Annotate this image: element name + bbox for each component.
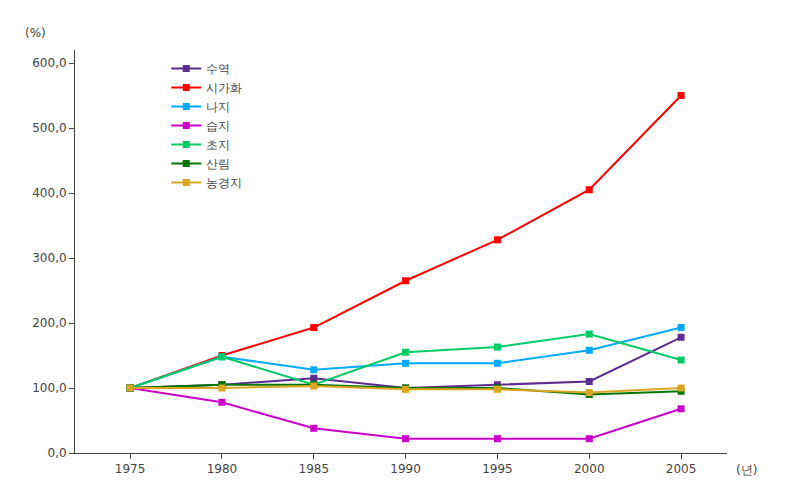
svg-text:200,0: 200,0 bbox=[32, 316, 66, 330]
svg-text:초지: 초지 bbox=[206, 138, 230, 152]
svg-text:나지: 나지 bbox=[206, 100, 230, 114]
svg-text:1980: 1980 bbox=[207, 462, 238, 476]
svg-text:시가화: 시가화 bbox=[206, 81, 242, 95]
svg-text:2005: 2005 bbox=[666, 462, 697, 476]
svg-text:1995: 1995 bbox=[482, 462, 513, 476]
svg-text:100,0: 100,0 bbox=[32, 381, 66, 395]
svg-text:수역: 수역 bbox=[206, 62, 230, 76]
svg-text:습지: 습지 bbox=[206, 119, 230, 133]
svg-text:500,0: 500,0 bbox=[32, 121, 66, 135]
svg-text:1990: 1990 bbox=[390, 462, 421, 476]
svg-text:300,0: 300,0 bbox=[32, 251, 66, 265]
svg-text:(%): (%) bbox=[25, 26, 46, 40]
svg-text:600,0: 600,0 bbox=[32, 56, 66, 70]
svg-text:농경지: 농경지 bbox=[206, 176, 242, 190]
svg-text:(년): (년) bbox=[736, 463, 757, 477]
svg-text:0,0: 0,0 bbox=[48, 446, 67, 460]
svg-text:산림: 산림 bbox=[206, 157, 230, 171]
svg-text:400,0: 400,0 bbox=[32, 186, 66, 200]
svg-text:1985: 1985 bbox=[298, 462, 329, 476]
svg-text:2000: 2000 bbox=[574, 462, 605, 476]
svg-text:1975: 1975 bbox=[115, 462, 146, 476]
